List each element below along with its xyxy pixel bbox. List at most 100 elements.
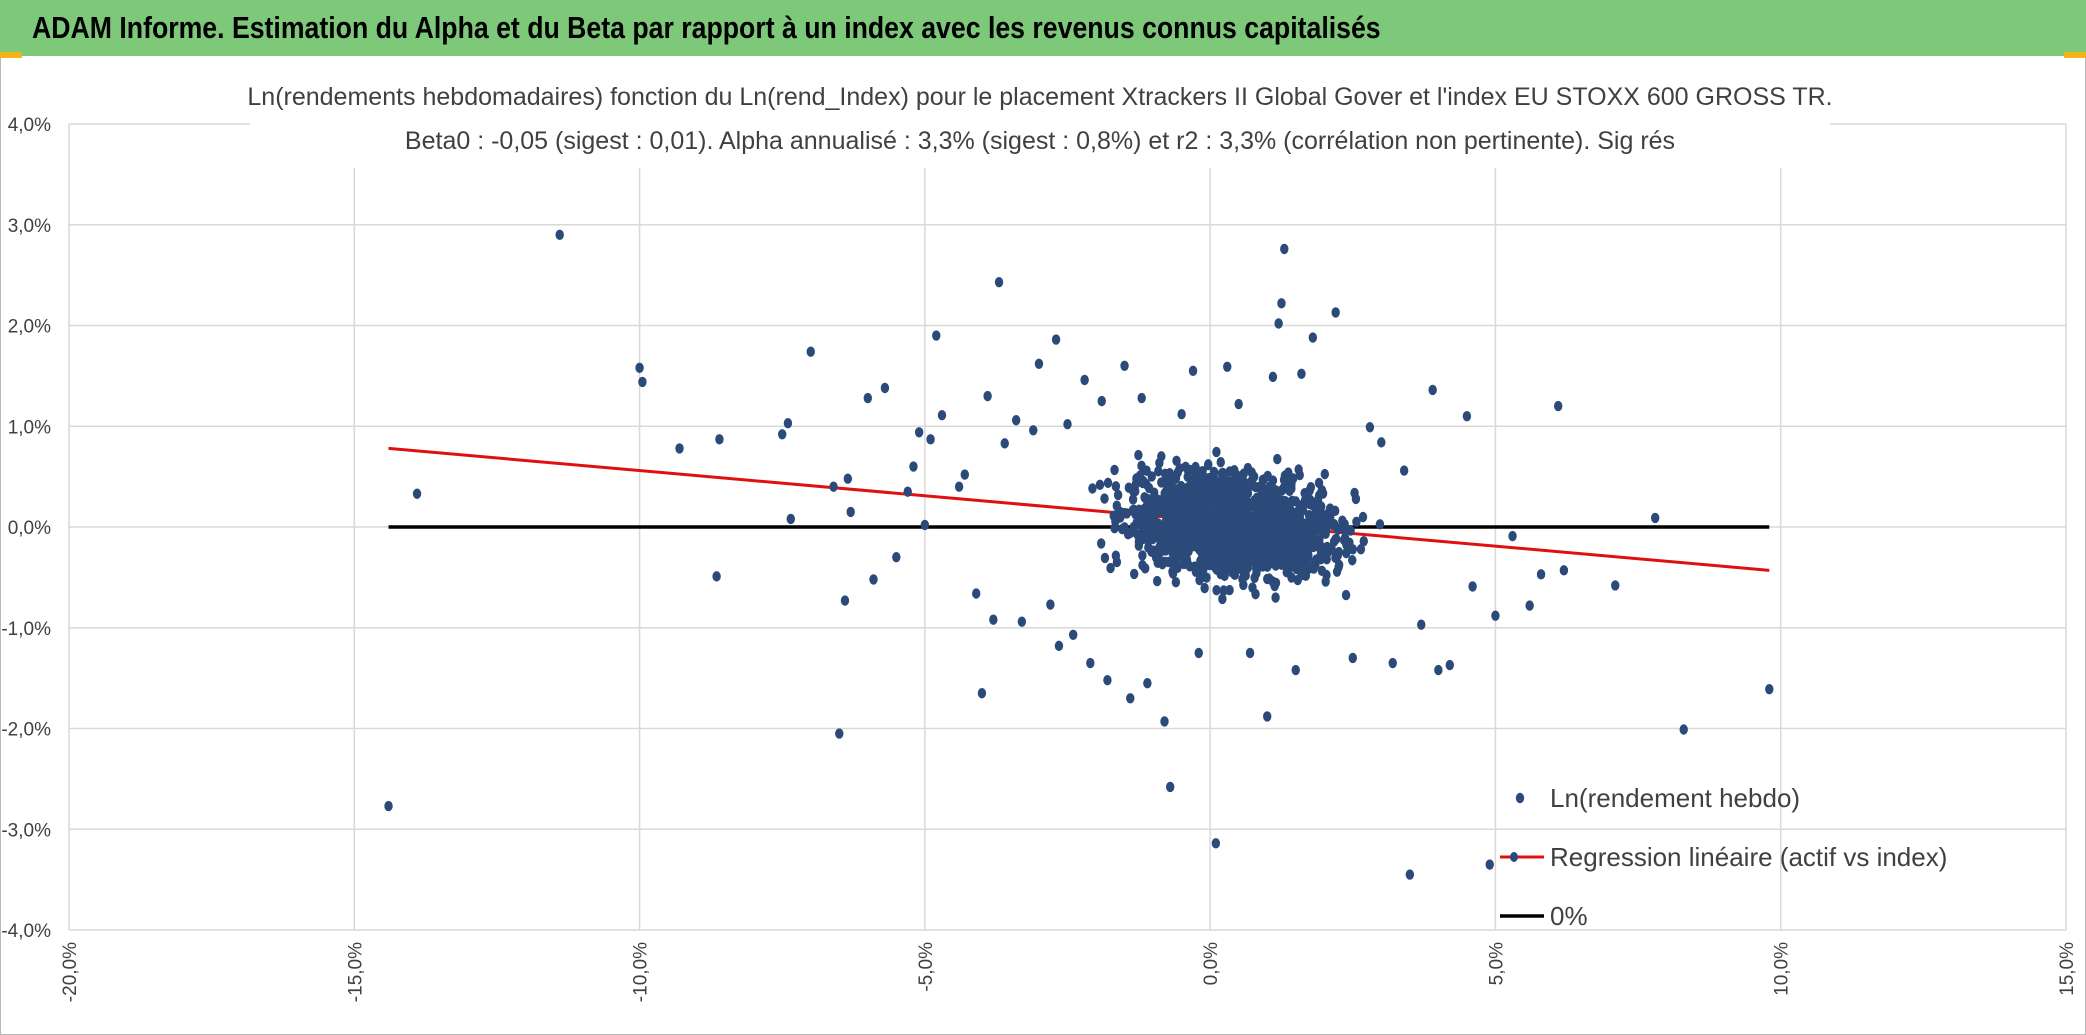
data-point — [1177, 408, 1186, 420]
data-point — [1220, 494, 1230, 506]
data-point — [1330, 505, 1340, 517]
data-point — [1069, 629, 1078, 641]
data-point — [1096, 538, 1106, 549]
data-point — [806, 346, 815, 357]
data-point — [1244, 539, 1254, 551]
y-tick-label: -4,0% — [1, 921, 51, 942]
data-point — [983, 390, 992, 402]
data-point — [1168, 488, 1177, 499]
data-point — [1168, 548, 1177, 559]
data-point — [1280, 243, 1289, 255]
data-point — [863, 392, 872, 404]
data-point — [1434, 664, 1443, 676]
data-point — [1342, 547, 1351, 559]
data-point — [1296, 545, 1306, 557]
data-point — [1278, 484, 1287, 496]
x-tick-label: -20,0% — [60, 942, 81, 1002]
chart-title-background — [250, 82, 1830, 168]
data-point — [1114, 505, 1123, 517]
data-point — [1252, 533, 1261, 544]
data-point — [846, 506, 855, 518]
data-point — [1254, 542, 1264, 553]
data-point — [1103, 477, 1113, 489]
data-point — [1350, 487, 1359, 499]
data-point — [1209, 466, 1219, 478]
chart-title: Ln(rendements hebdomadaires) fonction du… — [247, 83, 1832, 111]
y-tick-label: 3,0% — [8, 216, 51, 237]
data-point — [1180, 537, 1189, 549]
data-point — [1173, 506, 1182, 517]
data-point — [960, 469, 969, 480]
data-point — [1252, 567, 1261, 579]
data-point — [1315, 501, 1324, 512]
data-point — [1348, 544, 1358, 555]
x-tick-label: 15,0% — [2057, 942, 2078, 996]
data-point — [1281, 506, 1291, 517]
data-point — [1338, 515, 1347, 526]
data-point — [1375, 519, 1385, 530]
data-point — [1271, 560, 1280, 571]
data-point — [1281, 497, 1290, 508]
data-point — [1304, 498, 1314, 510]
data-point — [1141, 522, 1150, 534]
x-tick-label: 10,0% — [1772, 942, 1793, 996]
data-point — [1765, 684, 1774, 695]
data-point — [1210, 550, 1219, 561]
data-point — [1128, 485, 1138, 497]
data-point — [1245, 647, 1255, 659]
data-point — [1126, 693, 1135, 704]
data-point — [1559, 565, 1569, 576]
data-point — [1359, 535, 1368, 547]
data-point — [1200, 582, 1209, 594]
data-point — [1317, 565, 1327, 576]
data-point — [926, 434, 935, 445]
data-point — [1212, 584, 1221, 596]
data-point — [1334, 561, 1343, 573]
data-point — [1063, 419, 1072, 430]
data-point — [1308, 332, 1318, 343]
data-point — [1160, 556, 1169, 568]
data-point — [1282, 528, 1291, 540]
data-point — [1491, 610, 1500, 621]
data-point — [1342, 539, 1351, 551]
data-point — [1257, 483, 1266, 494]
data-point — [1128, 505, 1138, 516]
data-point — [1097, 395, 1106, 407]
data-point — [1399, 465, 1409, 476]
data-point — [829, 481, 838, 492]
data-point — [1282, 556, 1292, 568]
data-point — [1243, 554, 1252, 565]
chart-titles: Ln(rendements hebdomadaires) fonction du… — [247, 82, 1833, 168]
data-point — [412, 488, 422, 499]
data-point — [1106, 562, 1115, 574]
data-point — [1204, 459, 1213, 470]
axes: 4,0% 3,0% 2,0% 1,0% 0,0% -1,0% -2,0% -3,0% -4,0%… — [1, 115, 2078, 1002]
data-point — [1173, 562, 1182, 574]
data-point — [1248, 582, 1257, 593]
data-point — [1195, 574, 1204, 586]
data-point — [1250, 552, 1259, 564]
data-point — [1129, 568, 1139, 580]
data-point — [1100, 552, 1110, 564]
data-point — [1143, 677, 1152, 689]
data-point — [1234, 557, 1244, 568]
data-point — [1196, 532, 1206, 544]
data-point — [1216, 457, 1225, 468]
data-point — [1553, 400, 1563, 412]
data-point — [1327, 544, 1336, 555]
data-point — [994, 276, 1004, 288]
data-point — [1128, 494, 1138, 505]
data-point — [1227, 559, 1236, 570]
data-point — [1291, 664, 1300, 676]
data-point — [1160, 488, 1169, 499]
data-point — [1525, 600, 1534, 611]
data-point — [1462, 410, 1472, 422]
data-point — [1288, 473, 1298, 484]
data-point — [1270, 580, 1279, 592]
corner-accent-right — [2064, 52, 2086, 58]
data-point — [1164, 477, 1173, 489]
data-point — [1171, 576, 1181, 588]
data-point — [778, 429, 787, 440]
corner-accent-left — [0, 52, 22, 58]
data-point — [1000, 438, 1009, 449]
